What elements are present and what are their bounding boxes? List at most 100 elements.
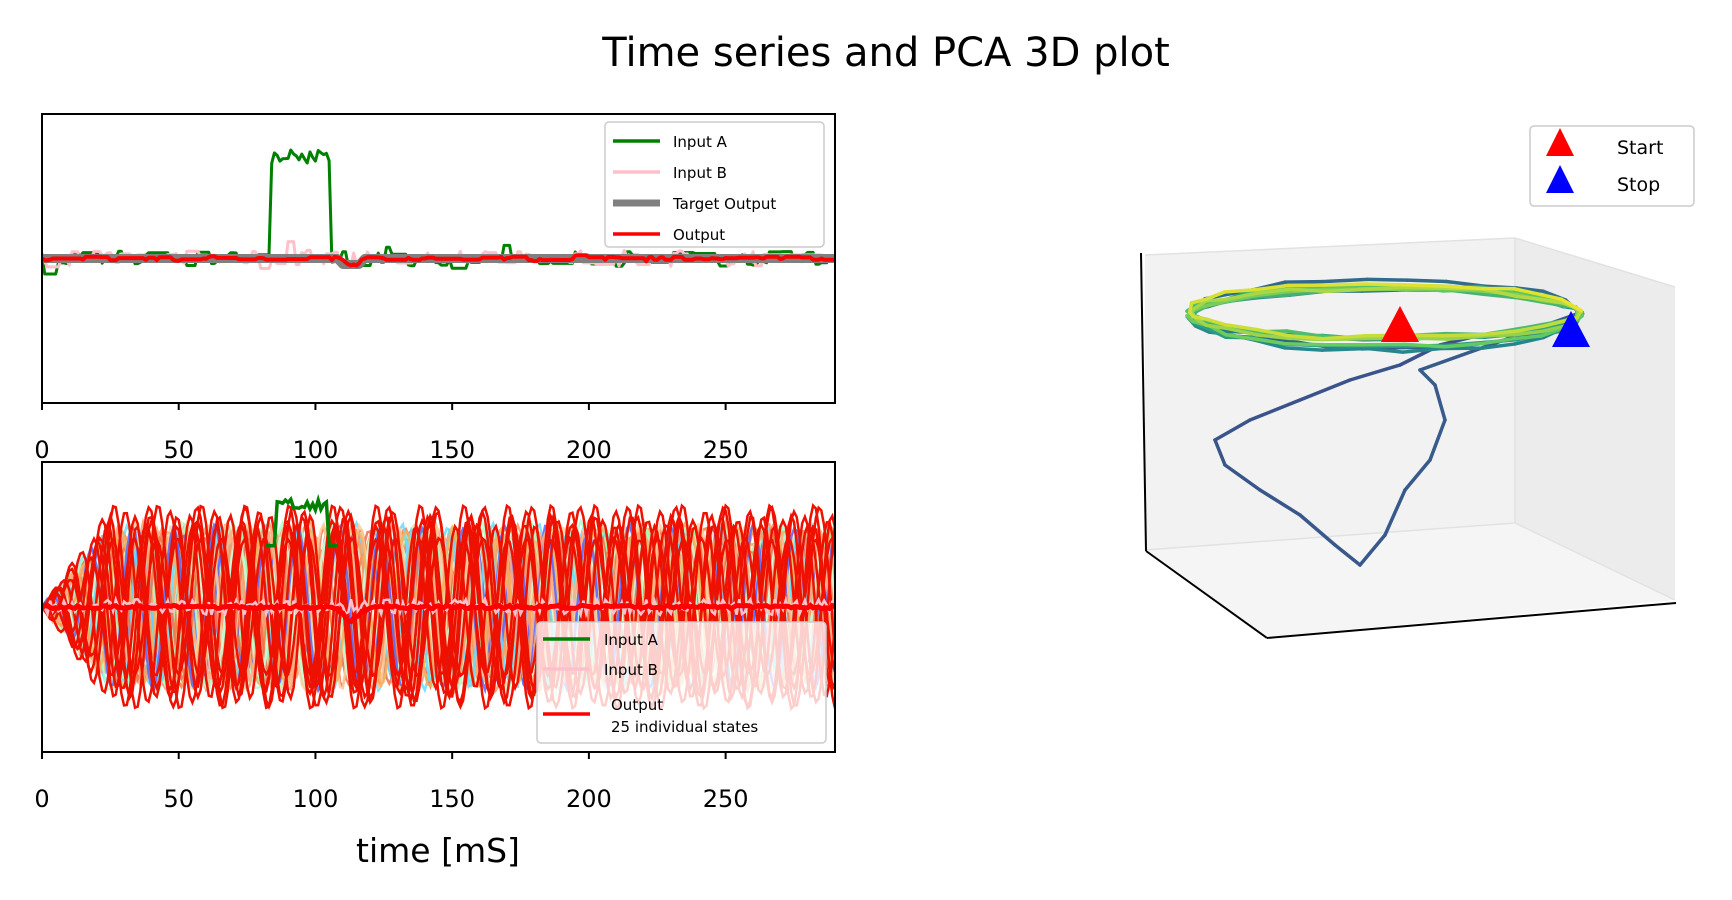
trajectory-segment xyxy=(1284,329,1327,339)
trajectory-segment xyxy=(1203,317,1228,327)
trajectory-segment xyxy=(1321,282,1369,287)
trajectory-segment xyxy=(1403,285,1450,290)
legend-label: Output 25 individual states xyxy=(611,696,758,736)
trajectory-segment xyxy=(1225,326,1259,337)
trajectory-segment xyxy=(1571,304,1584,313)
trajectory-segment xyxy=(1254,293,1288,299)
trajectory-segment xyxy=(1223,463,1262,492)
series-line xyxy=(266,493,338,548)
x-tick-label: 100 xyxy=(293,785,339,813)
trajectory-segment xyxy=(1365,346,1405,354)
trajectory-segment xyxy=(1320,277,1370,284)
trajectory-segment xyxy=(1222,288,1257,294)
trajectory-segment xyxy=(1255,337,1288,346)
trajectory-segment xyxy=(1213,418,1252,442)
trajectory-segment xyxy=(1283,346,1324,352)
trajectory-segment xyxy=(1442,341,1485,349)
trajectory-segment xyxy=(1193,324,1212,334)
series-line xyxy=(42,595,835,620)
legend-label: Target Output xyxy=(672,195,776,213)
legend-label: Input B xyxy=(673,164,727,182)
trajectory-segment xyxy=(1403,283,1450,289)
top-x-axis: 0 50 100 150 200 250 xyxy=(34,403,749,464)
trajectory-segment xyxy=(1405,278,1449,284)
x-tick-label: 200 xyxy=(566,785,612,813)
pca-grid-edge xyxy=(1144,522,1516,551)
trajectory-segment xyxy=(1298,513,1337,547)
bottom-legend: Input A Input B Output 25 individual states xyxy=(536,621,827,744)
trajectory-segment xyxy=(1202,298,1232,309)
trajectory-segment xyxy=(1207,327,1228,339)
trajectory-segment xyxy=(1283,279,1325,284)
trajectory-segment xyxy=(1403,458,1432,492)
bottom-x-axis: 0 50 100 150 200 250 xyxy=(34,752,749,813)
start-marker xyxy=(1381,306,1419,342)
bottom-x-axis-label: time [mS] xyxy=(356,831,520,870)
trajectory-segment xyxy=(1365,277,1409,282)
x-tick-label: 50 xyxy=(163,785,194,813)
trajectory-segment xyxy=(1539,297,1566,305)
legend-label: Start xyxy=(1617,137,1663,159)
state-line xyxy=(42,511,835,702)
trajectory-segment xyxy=(1255,287,1293,295)
bottom-plot-area xyxy=(42,493,835,711)
trajectory-segment xyxy=(1222,291,1260,302)
legend-label: Output xyxy=(673,226,725,244)
pca-legend: Start Stop xyxy=(1529,125,1695,207)
trajectory-segment xyxy=(1383,488,1407,537)
pca-grid-edge xyxy=(1514,522,1676,601)
trajectory-segment xyxy=(1358,533,1387,567)
legend-swatch xyxy=(1546,165,1574,193)
trajectory-segment xyxy=(1539,325,1568,338)
state-line xyxy=(42,508,835,706)
trajectory-segment xyxy=(1248,398,1302,422)
x-tick-label: 0 xyxy=(34,436,49,464)
pca-y-axis-line xyxy=(1145,550,1268,639)
x-tick-label: 150 xyxy=(429,785,475,813)
trajectory-segment xyxy=(1213,438,1227,467)
trajectory-segment xyxy=(1418,368,1437,387)
x-tick-label: 0 xyxy=(34,785,49,813)
trajectory-segment xyxy=(1191,314,1208,321)
x-tick-label: 200 xyxy=(566,436,612,464)
trajectory-segment xyxy=(1189,298,1209,313)
trajectory-segment xyxy=(1364,285,1408,292)
legend-label: Input A xyxy=(604,631,659,649)
trajectory-segment xyxy=(1192,321,1211,331)
pca-markers xyxy=(1381,306,1590,347)
state-line xyxy=(42,535,835,679)
bottom-axes-frame xyxy=(41,461,836,753)
pca-grid-edge xyxy=(1144,237,1516,256)
trajectory-segment xyxy=(1252,283,1291,292)
trajectory-segment xyxy=(1193,316,1209,327)
pca-trajectory xyxy=(1185,277,1585,567)
trajectory-segment xyxy=(1446,284,1485,291)
trajectory-segment xyxy=(1539,292,1564,301)
trajectory-segment xyxy=(1348,363,1402,382)
top-legend: Input A Input B Target Output Output xyxy=(604,121,825,248)
trajectory-segment xyxy=(1541,319,1563,328)
legend-frame xyxy=(1529,125,1695,207)
trajectory-segment xyxy=(1223,323,1258,332)
trajectory-segment xyxy=(1481,336,1516,346)
x-tick-label: 250 xyxy=(703,785,749,813)
legend-frame xyxy=(536,621,827,744)
series-line xyxy=(42,601,835,625)
trajectory-segment xyxy=(1441,332,1485,338)
trajectory-segment xyxy=(1480,342,1517,350)
trajectory-segment xyxy=(1401,346,1445,354)
top-axes-frame xyxy=(41,113,836,404)
x-tick-label: 250 xyxy=(703,436,749,464)
legend-frame xyxy=(604,121,825,248)
trajectory-segment xyxy=(1324,287,1369,294)
pca-floor-pane xyxy=(1145,523,1675,637)
trajectory-segment xyxy=(1333,543,1362,567)
trajectory-segment xyxy=(1481,292,1521,300)
trajectory-segment xyxy=(1513,335,1546,346)
trajectory-segment xyxy=(1298,378,1352,402)
bottom-time-series-panel: 0 50 100 150 200 250 time [mS] Input A Input B… xyxy=(34,461,836,870)
trajectory-segment xyxy=(1403,342,1447,349)
x-tick-label: 100 xyxy=(293,436,339,464)
top-plot-area xyxy=(42,148,835,276)
legend-label: Stop xyxy=(1617,174,1660,196)
